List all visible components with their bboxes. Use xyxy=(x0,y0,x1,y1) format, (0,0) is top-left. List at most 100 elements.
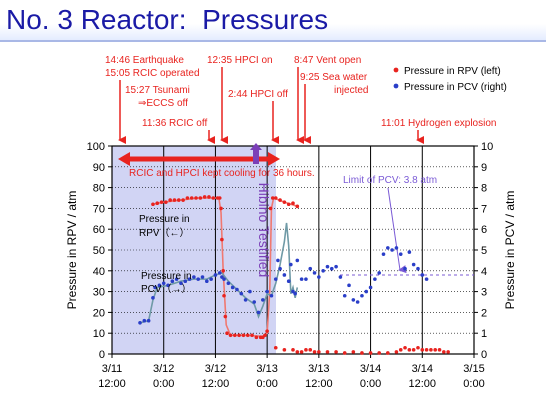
rpv-point xyxy=(282,348,287,352)
x-tick-label-time: 0:00 xyxy=(256,378,277,390)
rpv-point xyxy=(223,314,228,319)
rpv-point xyxy=(420,348,425,352)
pcv-point xyxy=(187,277,192,281)
pcv-point xyxy=(161,281,166,286)
x-tick-label-date: 3/12 xyxy=(153,363,174,375)
legend: Pressure in RPV (left) Pressure in PCV (… xyxy=(393,66,507,93)
kept-cooling-arrowhead-left xyxy=(118,152,130,166)
y-tick-label-left: 0 xyxy=(99,349,105,361)
pcv-point xyxy=(286,279,291,284)
rpv-point xyxy=(263,333,267,338)
pcv-point xyxy=(222,277,226,281)
rpv-point xyxy=(325,350,330,354)
data-points xyxy=(138,195,450,355)
y-tick-label-right: 2 xyxy=(481,307,487,319)
pcv-point xyxy=(153,285,157,290)
axis-ticks: 0 10 20 30 40 50 60 70 80 90 100 0 1 2 3 4 5 6 7 8 9 10 3/11 12… xyxy=(87,141,494,390)
pcv-point xyxy=(239,291,244,296)
rpv-point xyxy=(394,350,399,354)
pcv-point xyxy=(151,296,155,300)
pcv-point xyxy=(235,287,239,292)
x-tick-label-time: 12:00 xyxy=(202,378,230,390)
rpv-point xyxy=(295,204,300,209)
pcv-point xyxy=(373,277,377,281)
rpv-point xyxy=(407,348,412,352)
pcv-point xyxy=(381,252,386,256)
rpv-point xyxy=(185,196,190,200)
rpv-point xyxy=(286,202,291,207)
x-tick-label-time: 0:00 xyxy=(360,378,381,390)
rpv-point xyxy=(433,348,438,352)
rpv-point xyxy=(217,196,222,200)
rpv-point xyxy=(270,196,275,200)
rpv-point xyxy=(222,293,226,298)
pcv-point xyxy=(411,262,416,267)
pcv-point xyxy=(368,285,373,290)
rpv-point xyxy=(159,200,164,204)
rpv-point xyxy=(377,351,381,355)
rpv-point xyxy=(342,351,347,355)
rpv-point xyxy=(219,206,223,211)
pcv-point xyxy=(407,250,412,254)
rpv-point xyxy=(265,329,269,333)
rpv-point xyxy=(250,333,254,338)
rpv-point xyxy=(225,331,229,336)
legend-pcv-label: Pressure in PCV (right) xyxy=(404,82,507,93)
y-tick-label-right: 1 xyxy=(481,328,487,340)
rpv-point xyxy=(291,348,295,352)
rpv-point xyxy=(416,345,420,350)
annotation-hpci-off: 2:44 HPCI off xyxy=(228,89,288,100)
y-tick-label-right: 5 xyxy=(481,245,487,257)
chart-grid xyxy=(112,146,474,354)
rpv-point xyxy=(233,333,237,338)
rpv-point xyxy=(403,345,407,350)
pcv-point xyxy=(205,279,209,284)
pcv-point xyxy=(179,281,183,286)
rpv-point xyxy=(268,206,273,211)
y-tick-label-right: 8 xyxy=(481,183,487,195)
rpv-point xyxy=(207,195,211,199)
rpv-point xyxy=(386,351,390,355)
pcv-point xyxy=(321,269,325,273)
x-tick-label-date: 3/14 xyxy=(360,363,381,375)
annotation-earthquake: 14:46 Earthquake xyxy=(105,55,184,66)
annotation-hpci-on: 12:35 HPCI on xyxy=(207,55,273,66)
rpv-point xyxy=(237,333,241,338)
annotation-rcic-operated: 15:05 RCIC operated xyxy=(105,68,200,79)
rpv-point xyxy=(202,195,207,199)
pcv-point xyxy=(265,289,269,294)
kept-cooling-arrowhead-right xyxy=(268,152,280,166)
y-tick-label-right: 7 xyxy=(481,203,487,215)
y-tick-label-left: 10 xyxy=(93,328,105,340)
rpv-point xyxy=(155,201,160,205)
rpv-point xyxy=(176,198,181,202)
rpv-point xyxy=(429,348,433,352)
y-tick-label-left: 80 xyxy=(93,183,105,195)
rpv-point xyxy=(360,351,364,355)
pcv-point xyxy=(142,318,147,323)
rpv-point xyxy=(211,196,216,200)
rpv-point xyxy=(273,196,278,200)
x-tick-label-time: 0:00 xyxy=(153,378,174,390)
pcv-point xyxy=(282,273,287,277)
pcv-point xyxy=(364,289,369,294)
y-tick-label-right: 6 xyxy=(481,224,487,236)
pcv-point xyxy=(317,275,321,279)
rpv-point xyxy=(398,348,403,352)
pcv-point xyxy=(256,310,261,315)
legend-rpv-label: Pressure in RPV (left) xyxy=(404,66,501,77)
pcv-point xyxy=(261,298,265,302)
rpv-point xyxy=(334,350,338,354)
rpv-point xyxy=(181,198,185,202)
rpv-point xyxy=(304,348,308,352)
y-tick-label-left: 60 xyxy=(93,224,105,236)
hibino-arrow xyxy=(250,143,262,164)
pcv-point xyxy=(278,266,282,271)
pcv-point xyxy=(196,277,200,281)
pcv-point xyxy=(293,291,297,296)
hibino-label: Hibino Testified xyxy=(256,183,272,278)
pcv-point xyxy=(351,298,356,302)
pcv-point xyxy=(230,285,235,290)
pcv-point xyxy=(146,318,151,323)
pcv-point xyxy=(377,271,381,275)
